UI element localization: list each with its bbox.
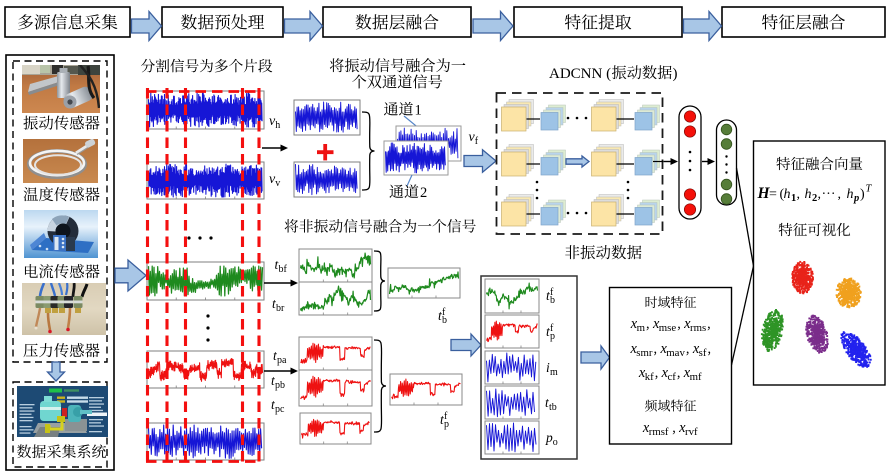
svg-text:t: t bbox=[546, 324, 551, 339]
svg-text:x: x bbox=[630, 316, 638, 332]
svg-text:i: i bbox=[546, 360, 550, 375]
svg-text:h: h bbox=[275, 120, 280, 131]
svg-text:,: , bbox=[707, 341, 711, 357]
svg-text:f: f bbox=[550, 287, 554, 298]
svg-text:,: , bbox=[655, 365, 659, 381]
svg-text:rvf: rvf bbox=[685, 426, 698, 438]
svg-text:(: ( bbox=[780, 187, 785, 202]
svg-text:2: 2 bbox=[420, 185, 427, 201]
svg-text:t: t bbox=[275, 257, 280, 272]
svg-text:mav: mav bbox=[666, 347, 685, 359]
svg-text:rmsf: rmsf bbox=[649, 426, 669, 438]
svg-text:v: v bbox=[275, 178, 280, 189]
svg-text:t: t bbox=[271, 397, 276, 412]
svg-text:t: t bbox=[271, 373, 276, 388]
svg-text:p: p bbox=[550, 331, 555, 342]
svg-text:x: x bbox=[652, 316, 660, 332]
svg-text:p: p bbox=[545, 430, 553, 445]
svg-text:x: x bbox=[683, 365, 691, 381]
svg-text:cf: cf bbox=[667, 371, 676, 383]
svg-text:m: m bbox=[637, 322, 646, 334]
svg-text:bf: bf bbox=[279, 264, 288, 275]
svg-text:x: x bbox=[678, 420, 686, 436]
svg-text:v: v bbox=[269, 114, 276, 129]
svg-text:t: t bbox=[273, 348, 278, 363]
svg-text:kf: kf bbox=[645, 371, 654, 383]
svg-text:br: br bbox=[276, 303, 285, 314]
svg-text:h: h bbox=[784, 187, 791, 202]
svg-text:b: b bbox=[442, 315, 447, 326]
svg-text:,: , bbox=[646, 316, 650, 332]
svg-text:f: f bbox=[444, 411, 448, 422]
svg-text:m: m bbox=[550, 367, 558, 378]
svg-text:h: h bbox=[805, 187, 812, 202]
svg-text:···: ··· bbox=[822, 187, 836, 202]
svg-text:x: x bbox=[642, 420, 650, 436]
svg-text:x: x bbox=[683, 316, 691, 332]
svg-text:smr: smr bbox=[636, 347, 653, 359]
svg-text:T: T bbox=[866, 184, 873, 195]
svg-text:,: , bbox=[677, 316, 681, 332]
svg-text:pb: pb bbox=[275, 380, 285, 391]
svg-text:=: = bbox=[769, 187, 777, 202]
svg-text:pc: pc bbox=[275, 404, 285, 415]
svg-text:,: , bbox=[797, 187, 801, 202]
svg-text:,: , bbox=[654, 341, 658, 357]
svg-text:x: x bbox=[659, 341, 667, 357]
svg-text:,: , bbox=[677, 365, 681, 381]
svg-text:1: 1 bbox=[791, 193, 796, 204]
svg-text:o: o bbox=[553, 437, 558, 448]
svg-text:,: , bbox=[838, 187, 842, 202]
svg-text:pa: pa bbox=[277, 355, 287, 366]
svg-text:x: x bbox=[629, 341, 637, 357]
svg-text:1: 1 bbox=[415, 103, 422, 119]
svg-text:f: f bbox=[475, 136, 479, 147]
svg-text:v: v bbox=[469, 130, 476, 145]
svg-text:f: f bbox=[442, 307, 446, 318]
svg-text:v: v bbox=[269, 172, 276, 187]
svg-text:t: t bbox=[545, 395, 550, 410]
svg-text:tb: tb bbox=[549, 402, 557, 413]
svg-text:2: 2 bbox=[812, 193, 817, 204]
svg-text:f: f bbox=[550, 323, 554, 334]
svg-text:ADCNN (: ADCNN ( bbox=[549, 66, 611, 82]
svg-text:p: p bbox=[853, 193, 859, 204]
svg-text:,: , bbox=[818, 187, 822, 202]
svg-text:x: x bbox=[638, 365, 646, 381]
svg-text:x: x bbox=[692, 341, 700, 357]
svg-text:b: b bbox=[550, 295, 555, 306]
svg-text:rms: rms bbox=[690, 322, 706, 334]
svg-text:H: H bbox=[757, 185, 771, 202]
svg-text:mf: mf bbox=[690, 371, 702, 383]
svg-text:p: p bbox=[444, 419, 449, 430]
svg-text:t: t bbox=[438, 308, 443, 323]
svg-text:sf: sf bbox=[699, 347, 707, 359]
svg-text:,: , bbox=[672, 420, 676, 436]
svg-text:x: x bbox=[661, 365, 669, 381]
svg-text:,: , bbox=[686, 341, 690, 357]
svg-text:): ) bbox=[673, 66, 678, 82]
svg-text:t: t bbox=[440, 412, 445, 427]
svg-text:t: t bbox=[546, 288, 551, 303]
svg-text:,: , bbox=[707, 316, 711, 332]
svg-text:h: h bbox=[847, 187, 854, 202]
svg-text:): ) bbox=[860, 187, 865, 202]
svg-text:mse: mse bbox=[659, 322, 677, 334]
svg-text:t: t bbox=[272, 296, 277, 311]
